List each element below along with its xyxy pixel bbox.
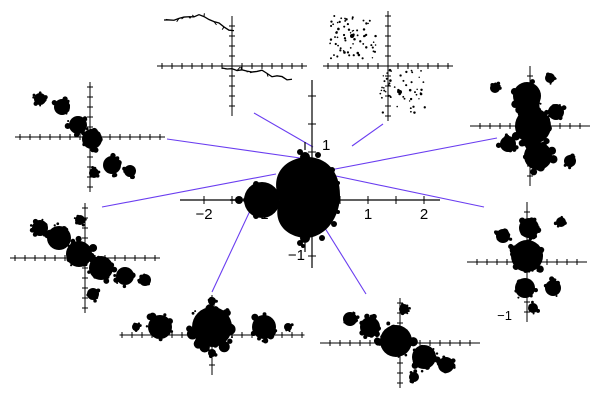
- rabbit-julia-set: [470, 66, 590, 186]
- julia-fractal: [29, 214, 151, 303]
- right-julia-set: [467, 202, 587, 322]
- basilica-julia-set: [119, 295, 305, 375]
- connector-line: [335, 175, 485, 208]
- connector-line: [166, 138, 301, 159]
- dust-julia-set: [323, 11, 453, 121]
- julia-satellites: [10, 11, 590, 388]
- y-tick-label-1: 1: [322, 137, 330, 154]
- julia-fractal: [132, 296, 294, 359]
- y-tick-label-neg1: −1: [288, 247, 305, 264]
- connector-line: [253, 112, 314, 148]
- connector-lines: [101, 112, 498, 295]
- left-diagonal-julia-set: [10, 203, 160, 313]
- julia-fractal: [494, 215, 567, 315]
- julia-fractal: [490, 72, 576, 176]
- right-plot-partial-label: −1: [497, 308, 512, 323]
- mandelbrot-set: [230, 142, 340, 252]
- julia-fractal: [32, 91, 136, 180]
- connector-line: [329, 137, 498, 171]
- dendrite-julia-set: [157, 13, 307, 116]
- bottom-diagonal-julia-set: [320, 298, 480, 388]
- connector-line: [211, 197, 257, 293]
- julia-fractal: [163, 13, 293, 81]
- x-tick-label-neg2: −2: [195, 206, 212, 223]
- julia-fractal: [343, 303, 456, 384]
- upper-left-julia-set: [15, 82, 165, 192]
- x-tick-label-1: 1: [364, 206, 372, 223]
- connector-line: [101, 173, 277, 208]
- julia-fractal: [329, 15, 426, 114]
- mandelbrot-plot: −2 −1 1 2 1 −1: [180, 80, 440, 268]
- x-tick-label-neg1: −1: [251, 206, 268, 223]
- connector-line: [351, 123, 384, 147]
- x-tick-label-2: 2: [420, 206, 428, 223]
